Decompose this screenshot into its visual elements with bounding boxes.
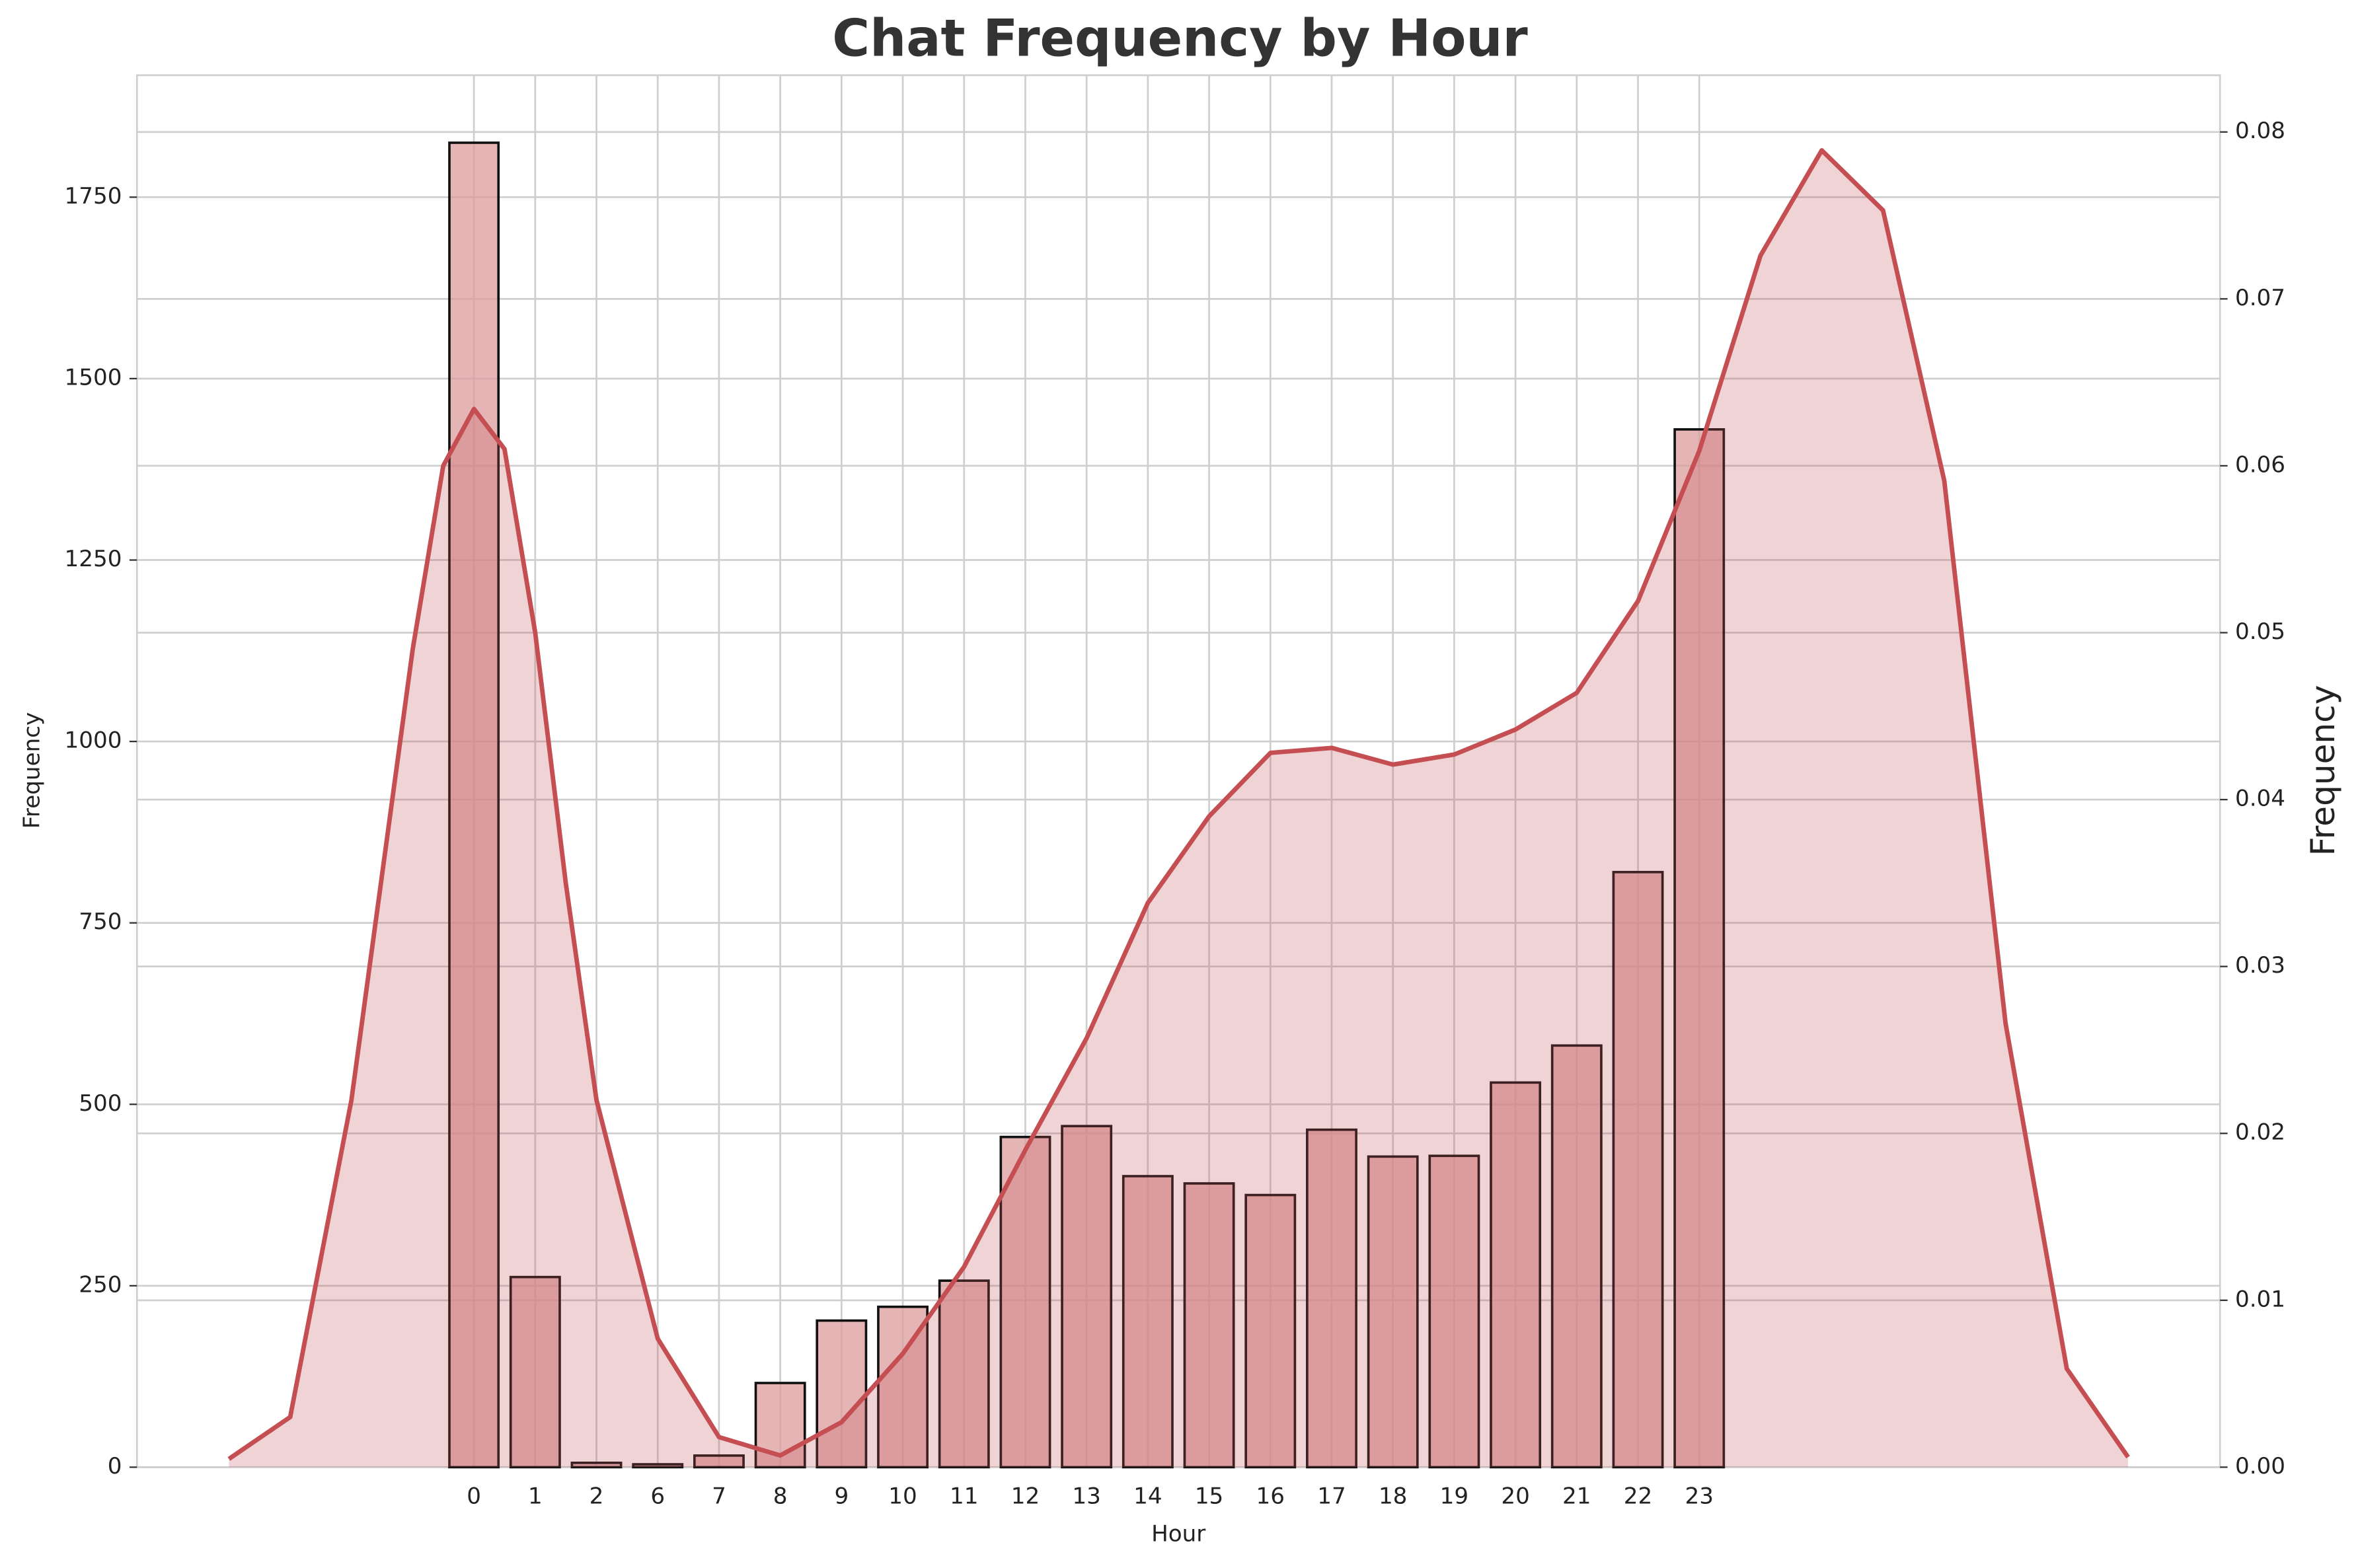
- x-tick-label: 22: [1624, 1483, 1652, 1509]
- y2-tick-label: 0.08: [2235, 118, 2285, 144]
- x-tick-label: 15: [1195, 1483, 1223, 1509]
- y-tick-label: 1500: [65, 364, 122, 391]
- y-tick-label: 1250: [65, 546, 122, 572]
- x-tick-label: 14: [1133, 1483, 1162, 1509]
- x-tick-label: 16: [1256, 1483, 1285, 1509]
- y-tick-label: 1000: [65, 728, 122, 754]
- x-tick-label: 1: [528, 1483, 543, 1509]
- y-tick-label: 1750: [65, 183, 122, 209]
- kde-line: [227, 148, 2130, 1461]
- x-tick-label: 0: [467, 1483, 481, 1509]
- x-tick-label: 2: [590, 1483, 604, 1509]
- x-tick-label: 21: [1562, 1483, 1591, 1509]
- bar: [448, 141, 500, 1469]
- x-tick-label: 19: [1440, 1483, 1468, 1509]
- kde-area: [229, 150, 2129, 1468]
- bar: [1673, 428, 1726, 1469]
- bar: [1550, 1044, 1603, 1469]
- bar: [1183, 1182, 1235, 1469]
- x-tick-label: 18: [1379, 1483, 1407, 1509]
- x-tick-label: 20: [1501, 1483, 1529, 1509]
- x-tick-label: 13: [1072, 1483, 1100, 1509]
- x-axis-label: Hour: [1151, 1520, 1206, 1547]
- bar: [1428, 1154, 1480, 1469]
- y2-tick-label: 0.00: [2235, 1453, 2285, 1479]
- y-tick-label: 500: [79, 1090, 122, 1117]
- bar: [1612, 870, 1664, 1469]
- bar: [1244, 1193, 1297, 1469]
- bar: [1367, 1155, 1419, 1469]
- bar: [1061, 1125, 1113, 1469]
- x-tick-label: 11: [950, 1483, 978, 1509]
- bar: [1122, 1175, 1174, 1469]
- x-tick-label: 7: [712, 1483, 726, 1509]
- x-tick-label: 10: [888, 1483, 917, 1509]
- y2-axis-label: Frequency: [2303, 685, 2342, 856]
- y-axis-label: Frequency: [19, 712, 46, 829]
- x-tick-label: 23: [1685, 1483, 1713, 1509]
- bar: [632, 1463, 684, 1469]
- bar: [693, 1454, 745, 1469]
- y-tick-label: 0: [108, 1453, 122, 1479]
- y-tick-label: 750: [79, 909, 122, 935]
- plot-frame: [135, 74, 2221, 1468]
- y2-tick-label: 0.01: [2235, 1286, 2285, 1312]
- x-tick-label: 8: [773, 1483, 788, 1509]
- y2-tick-label: 0.04: [2235, 786, 2285, 812]
- y2-tick-label: 0.05: [2235, 618, 2285, 645]
- y2-tick-label: 0.06: [2235, 451, 2285, 478]
- bar: [1490, 1081, 1542, 1469]
- x-tick-label: 6: [650, 1483, 665, 1509]
- bar: [570, 1462, 623, 1469]
- x-tick-label: 9: [834, 1483, 849, 1509]
- y2-tick-label: 0.07: [2235, 285, 2285, 311]
- y2-tick-label: 0.03: [2235, 952, 2285, 979]
- y2-tick-label: 0.02: [2235, 1119, 2285, 1146]
- bar: [509, 1275, 561, 1469]
- bar: [1306, 1128, 1357, 1469]
- y-tick-label: 250: [79, 1271, 122, 1298]
- bar: [938, 1279, 990, 1469]
- bar: [999, 1135, 1051, 1469]
- chart-title: Chat Frequency by Hour: [832, 9, 1527, 69]
- x-tick-label: 12: [1011, 1483, 1040, 1509]
- x-tick-label: 17: [1317, 1483, 1346, 1509]
